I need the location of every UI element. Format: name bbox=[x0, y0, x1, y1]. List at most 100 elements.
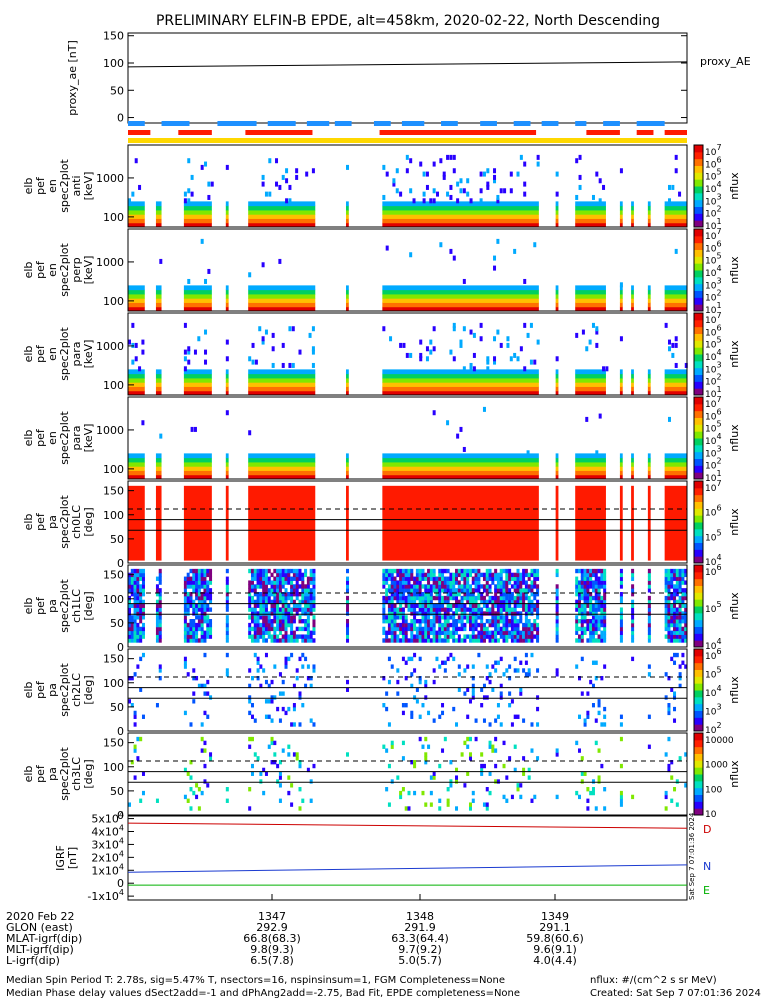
colorbar-frame bbox=[693, 228, 704, 312]
pa-cell bbox=[203, 588, 207, 593]
pa-cell bbox=[457, 607, 461, 612]
pa-cell bbox=[600, 611, 604, 616]
pa-cell bbox=[413, 668, 417, 673]
energy-cell bbox=[346, 457, 349, 463]
energy-pixel bbox=[436, 191, 440, 197]
pa-cell bbox=[290, 588, 294, 593]
pa-cell bbox=[133, 599, 137, 605]
energy-pixel bbox=[285, 178, 289, 184]
pa-cell bbox=[158, 615, 162, 620]
pa-cell bbox=[580, 622, 584, 628]
igrf-ytick-label: 1x104 bbox=[91, 862, 124, 877]
panel-ylabel-line: ch3LC bbox=[70, 757, 83, 791]
pa-cell bbox=[530, 748, 534, 753]
pa-cell bbox=[455, 722, 459, 727]
pa-cell bbox=[516, 595, 520, 601]
pa-cell bbox=[209, 626, 213, 632]
pa-cell bbox=[418, 656, 422, 662]
pa-cell bbox=[600, 638, 604, 643]
energy-cell bbox=[183, 461, 212, 467]
pa-cell bbox=[197, 599, 201, 605]
pa-cell bbox=[278, 568, 282, 574]
pa-cell bbox=[667, 611, 671, 616]
pa-cell bbox=[276, 615, 280, 620]
pa-cell bbox=[248, 683, 252, 689]
energy-cell bbox=[128, 306, 145, 312]
energy-pixel bbox=[187, 188, 191, 194]
pa-cell bbox=[527, 576, 531, 581]
pa-cell bbox=[502, 580, 506, 585]
pa-cell bbox=[631, 603, 635, 608]
pa-cell bbox=[463, 691, 467, 696]
pa-cell bbox=[488, 790, 492, 796]
pa-cell bbox=[270, 736, 274, 742]
energy-cell bbox=[555, 470, 559, 476]
pa-cell bbox=[591, 790, 595, 796]
pa-cell bbox=[385, 630, 389, 635]
energy-cell bbox=[382, 201, 539, 207]
pa-cell bbox=[631, 794, 635, 800]
sat-bar-blue bbox=[441, 121, 458, 126]
pa-cell bbox=[262, 622, 266, 628]
energy-cell bbox=[631, 289, 634, 295]
pa-cell bbox=[583, 588, 587, 593]
pa-cell bbox=[382, 595, 386, 601]
colorbar-cell bbox=[694, 619, 703, 627]
pa-cell bbox=[267, 619, 271, 624]
pa-cell bbox=[675, 580, 679, 585]
pa-cell bbox=[250, 615, 254, 620]
pa-cell bbox=[555, 572, 559, 578]
pa-cell bbox=[510, 572, 514, 578]
pa-cell bbox=[432, 638, 436, 643]
pa-cell bbox=[197, 595, 201, 601]
pa-cell bbox=[128, 603, 131, 608]
energy-cell bbox=[664, 382, 687, 387]
pa-cell bbox=[480, 622, 484, 628]
pa-cell bbox=[575, 626, 579, 632]
pa-cell bbox=[390, 611, 394, 616]
pa-cell bbox=[603, 806, 607, 811]
pa-ytick-label: 150 bbox=[103, 485, 124, 498]
pa-cell bbox=[346, 588, 350, 593]
pa-cell bbox=[415, 572, 419, 578]
pa-cell bbox=[415, 576, 419, 581]
pa-cell bbox=[346, 568, 350, 574]
pa-cell bbox=[346, 580, 350, 585]
pa-cell bbox=[130, 568, 134, 574]
energy-pixel bbox=[619, 168, 623, 174]
energy-pixel bbox=[516, 171, 520, 177]
pa-cell bbox=[267, 595, 271, 601]
pa-cell bbox=[298, 568, 302, 574]
pa-cell bbox=[673, 599, 677, 605]
pa-cell bbox=[304, 656, 308, 662]
pa-cell bbox=[273, 630, 277, 635]
pa-cell bbox=[290, 622, 294, 628]
energy-cell bbox=[225, 306, 229, 312]
pa-cell bbox=[681, 615, 685, 620]
pa-cell bbox=[183, 634, 187, 639]
pa-cell bbox=[505, 634, 509, 639]
colorbar-cell bbox=[694, 578, 703, 586]
pa-cell bbox=[555, 607, 559, 612]
pa-cell bbox=[488, 722, 492, 727]
energy-cell bbox=[183, 390, 212, 396]
pa-cell bbox=[189, 603, 193, 608]
energy-cell bbox=[248, 390, 316, 396]
pa-cell bbox=[250, 568, 254, 574]
energy-pixel bbox=[197, 336, 201, 342]
pa-cell bbox=[390, 607, 394, 612]
energy-cell bbox=[575, 377, 606, 383]
pa-cell bbox=[675, 638, 679, 643]
pa-cell bbox=[463, 607, 467, 612]
colorbar-cell bbox=[694, 270, 703, 278]
pa-cell bbox=[494, 588, 498, 593]
pa-cell bbox=[583, 576, 587, 581]
pa-cell bbox=[536, 607, 540, 612]
energy-cell bbox=[575, 293, 606, 299]
energy-cell bbox=[225, 298, 229, 303]
pa-cell bbox=[385, 572, 389, 578]
pa-cell bbox=[443, 588, 447, 593]
energy-cell bbox=[225, 474, 229, 480]
pa-cell bbox=[536, 615, 540, 620]
pa-cell bbox=[463, 740, 467, 746]
